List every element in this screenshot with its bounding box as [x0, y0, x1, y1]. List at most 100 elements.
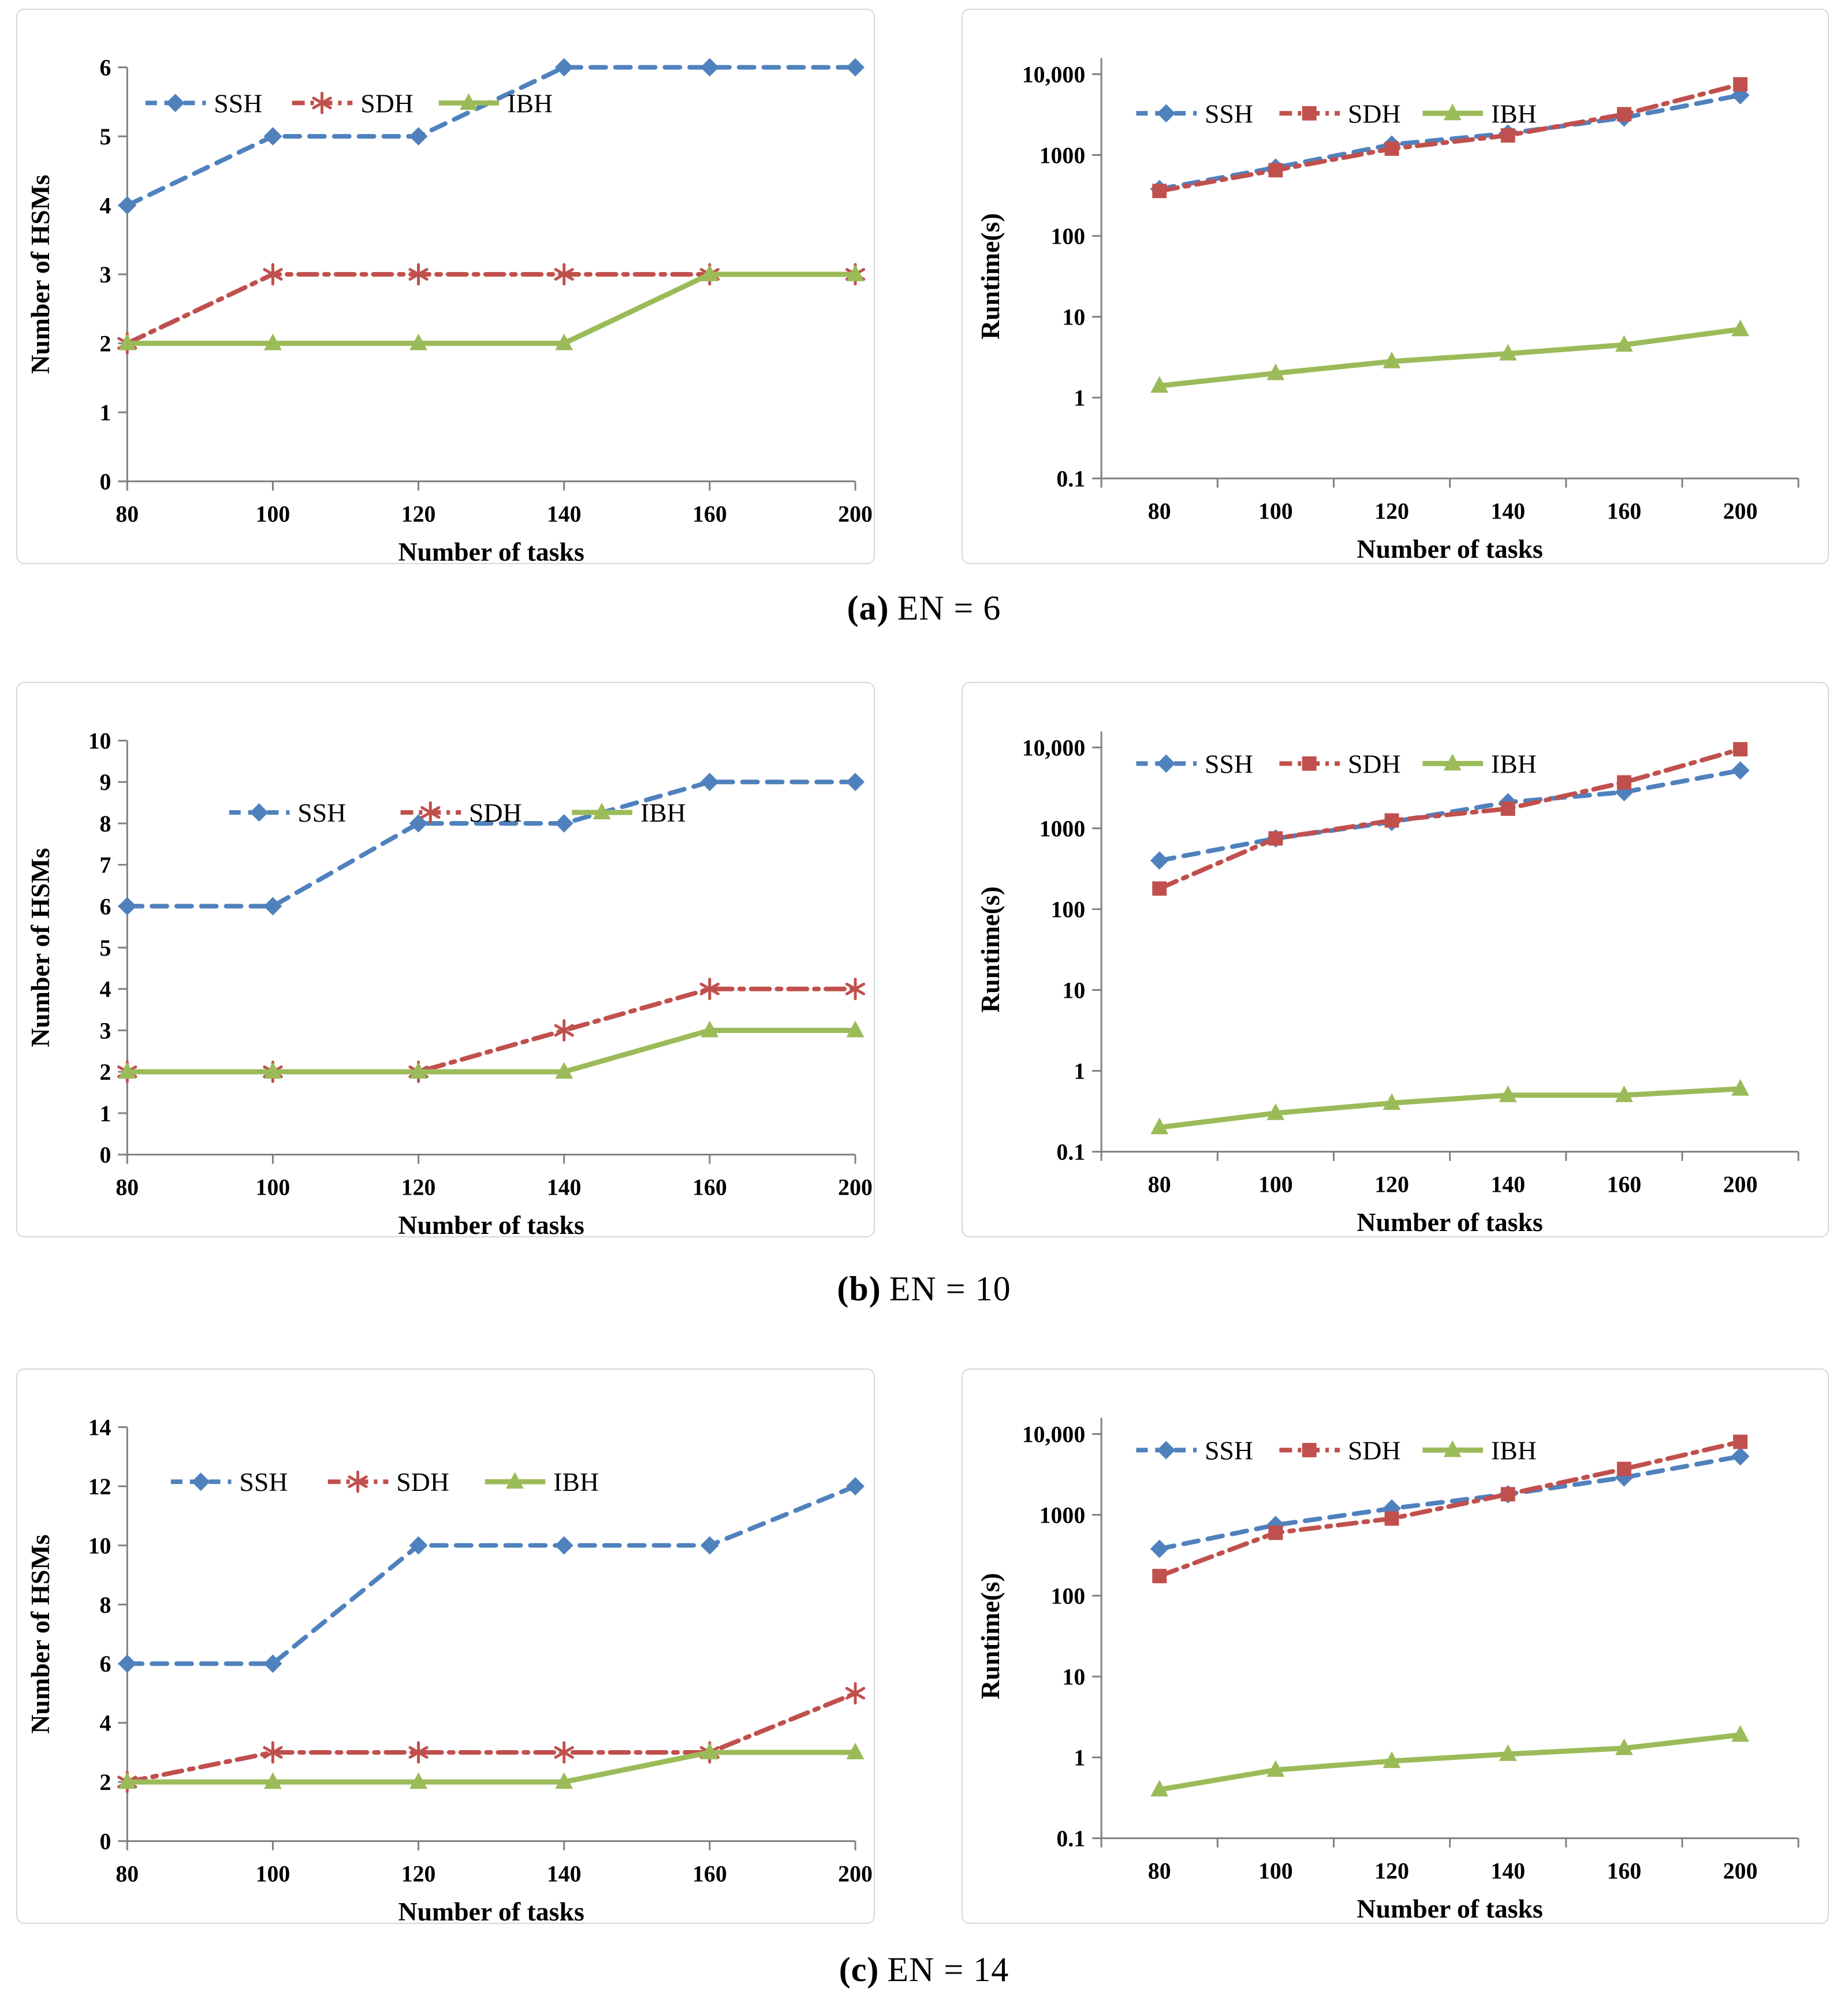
y-tick-label: 2	[99, 1060, 111, 1085]
caption-b-text: EN = 10	[889, 1270, 1011, 1308]
chart-row-c: 0 2 4 6 8 10 12 14 80 100 120 140 160 200 Number of ta…	[0, 1368, 1848, 1924]
y-tick-label: 1	[1074, 386, 1085, 411]
y-tick-label: 0	[99, 469, 111, 495]
x-tick-label: 160	[1607, 1172, 1641, 1197]
legend-label-IBH: IBH	[640, 798, 686, 827]
y-tick-label: 10,000	[1022, 1422, 1086, 1447]
y-tick-label: 1000	[1040, 816, 1086, 841]
legend-label-SSH: SSH	[214, 88, 262, 118]
axes: 0 2 4 6 8 10 12 14 80 100 120 140 160 200	[88, 1415, 873, 1887]
legend-label-IBH: IBH	[1491, 1435, 1537, 1465]
legend-label-SSH: SSH	[239, 1467, 288, 1497]
y-tick-label: 1	[99, 1101, 111, 1127]
y-tick-label: 100	[1050, 224, 1085, 249]
caption-c-label: (c)	[839, 1950, 880, 1989]
legend-label-SSH: SSH	[1205, 1435, 1253, 1465]
x-axis-title: Number of tasks	[1357, 534, 1543, 563]
series-IBH	[1150, 1079, 1749, 1135]
legend-label-IBH: IBH	[1491, 99, 1537, 128]
x-tick-label: 200	[1723, 1172, 1758, 1197]
caption-c-text: EN = 14	[887, 1950, 1009, 1989]
y-tick-label: 100	[1050, 897, 1085, 923]
y-tick-label: 9	[99, 770, 111, 795]
runtime-en14-svg: 0.1 1 10 100 1000 10,000 80 100 120 140 160 200 Numb…	[975, 1418, 1799, 1923]
x-tick-label: 100	[1258, 498, 1293, 524]
y-axis-title: Runtime(s)	[975, 1573, 1005, 1699]
y-tick-label: 1000	[1040, 143, 1086, 168]
y-tick-label: 6	[99, 894, 111, 919]
x-axis-title: Number of tasks	[398, 1210, 584, 1236]
y-axis-title: Number of HSMs	[25, 848, 55, 1047]
caption-a-text: EN = 6	[897, 589, 1001, 627]
y-tick-label: 10,000	[1022, 62, 1086, 87]
legend: SSH SDH IBH	[1136, 99, 1537, 128]
series-IBH	[118, 1020, 865, 1079]
x-tick-label: 160	[1607, 1858, 1641, 1884]
x-tick-label: 80	[1148, 498, 1171, 524]
x-tick-label: 120	[1374, 498, 1409, 524]
y-tick-label: 14	[88, 1415, 111, 1441]
axes: 0.1 1 10 100 1000 10,000 80 100 120 140 160 200	[1022, 58, 1799, 524]
x-tick-label: 80	[116, 501, 139, 527]
x-tick-label: 120	[401, 501, 436, 527]
legend: SSH SDH IBH	[145, 88, 553, 118]
y-tick-label: 1	[99, 400, 111, 426]
x-tick-label: 140	[547, 1174, 582, 1200]
x-axis-title: Number of tasks	[1357, 1207, 1543, 1236]
x-tick-label: 120	[401, 1861, 436, 1886]
x-tick-label: 200	[838, 1174, 873, 1200]
y-axis-title: Runtime(s)	[975, 213, 1005, 340]
y-tick-label: 1	[1074, 1746, 1085, 1771]
x-tick-label: 80	[116, 1861, 139, 1886]
series-IBH	[1150, 1725, 1749, 1797]
y-axis-title: Runtime(s)	[975, 886, 1005, 1013]
series-SDH	[1152, 742, 1748, 896]
legend-label-IBH: IBH	[553, 1467, 599, 1497]
series-SDH	[1152, 1434, 1748, 1583]
runtime-en10-svg: 0.1 1 10 100 1000 10,000 80 100 120 140 160 200 Numb…	[975, 731, 1799, 1236]
x-tick-label: 100	[1258, 1172, 1293, 1197]
x-tick-label: 100	[256, 1174, 290, 1200]
y-tick-label: 3	[99, 262, 111, 288]
chart-runtime-en6: 0.1 1 10 100 1000 10,000 80 100 120 140 160 200 Numb…	[962, 9, 1829, 564]
x-tick-label: 200	[838, 1861, 873, 1886]
y-tick-label: 1	[1074, 1059, 1085, 1084]
y-tick-label: 0	[99, 1829, 111, 1855]
caption-c: (c) EN = 14	[0, 1950, 1848, 1990]
x-tick-label: 100	[1258, 1858, 1293, 1884]
series-IBH	[118, 264, 865, 350]
x-tick-label: 140	[1491, 1858, 1525, 1884]
axes: 0.1 1 10 100 1000 10,000 80 100 120 140 160 200	[1022, 731, 1799, 1197]
series-SDH	[117, 263, 866, 355]
legend-label-SDH: SDH	[1348, 749, 1401, 778]
x-tick-label: 120	[1374, 1172, 1409, 1197]
x-tick-label: 160	[692, 1861, 727, 1886]
y-tick-label: 1000	[1040, 1502, 1086, 1528]
x-tick-label: 80	[116, 1174, 139, 1200]
x-tick-label: 80	[1148, 1858, 1171, 1884]
y-tick-label: 10	[88, 729, 111, 754]
x-tick-label: 140	[1491, 498, 1525, 524]
y-tick-label: 10,000	[1022, 735, 1086, 760]
y-tick-label: 3	[99, 1018, 111, 1043]
legend-label-SDH: SDH	[1348, 1435, 1401, 1465]
series-IBH	[118, 1743, 865, 1789]
series-SDH	[1152, 77, 1748, 199]
y-tick-label: 0.1	[1056, 1826, 1085, 1852]
x-tick-label: 200	[1723, 498, 1758, 524]
legend-label-IBH: IBH	[1491, 749, 1537, 778]
x-tick-label: 100	[256, 1861, 290, 1886]
legend-label-IBH: IBH	[507, 88, 553, 118]
y-tick-label: 0.1	[1056, 467, 1085, 492]
y-tick-label: 6	[99, 55, 111, 81]
y-tick-label: 2	[99, 1770, 111, 1795]
legend-label-SDH: SDH	[360, 88, 413, 118]
y-tick-label: 7	[99, 853, 111, 878]
legend-label-SSH: SSH	[1205, 749, 1253, 778]
series-SSH	[118, 58, 865, 215]
legend: SSH SDH IBH	[229, 798, 686, 827]
chart-hsm-en14: 0 2 4 6 8 10 12 14 80 100 120 140 160 200 Number of ta…	[16, 1368, 875, 1924]
y-tick-label: 10	[1062, 978, 1085, 1004]
chart-hsm-en10: 0 1 2 3 4 5 6 7 8 9 10 80 100 120 140 160 200 Number of t…	[16, 682, 875, 1237]
axes: 0 1 2 3 4 5 6 80 100 120 140 160 200	[99, 55, 872, 527]
